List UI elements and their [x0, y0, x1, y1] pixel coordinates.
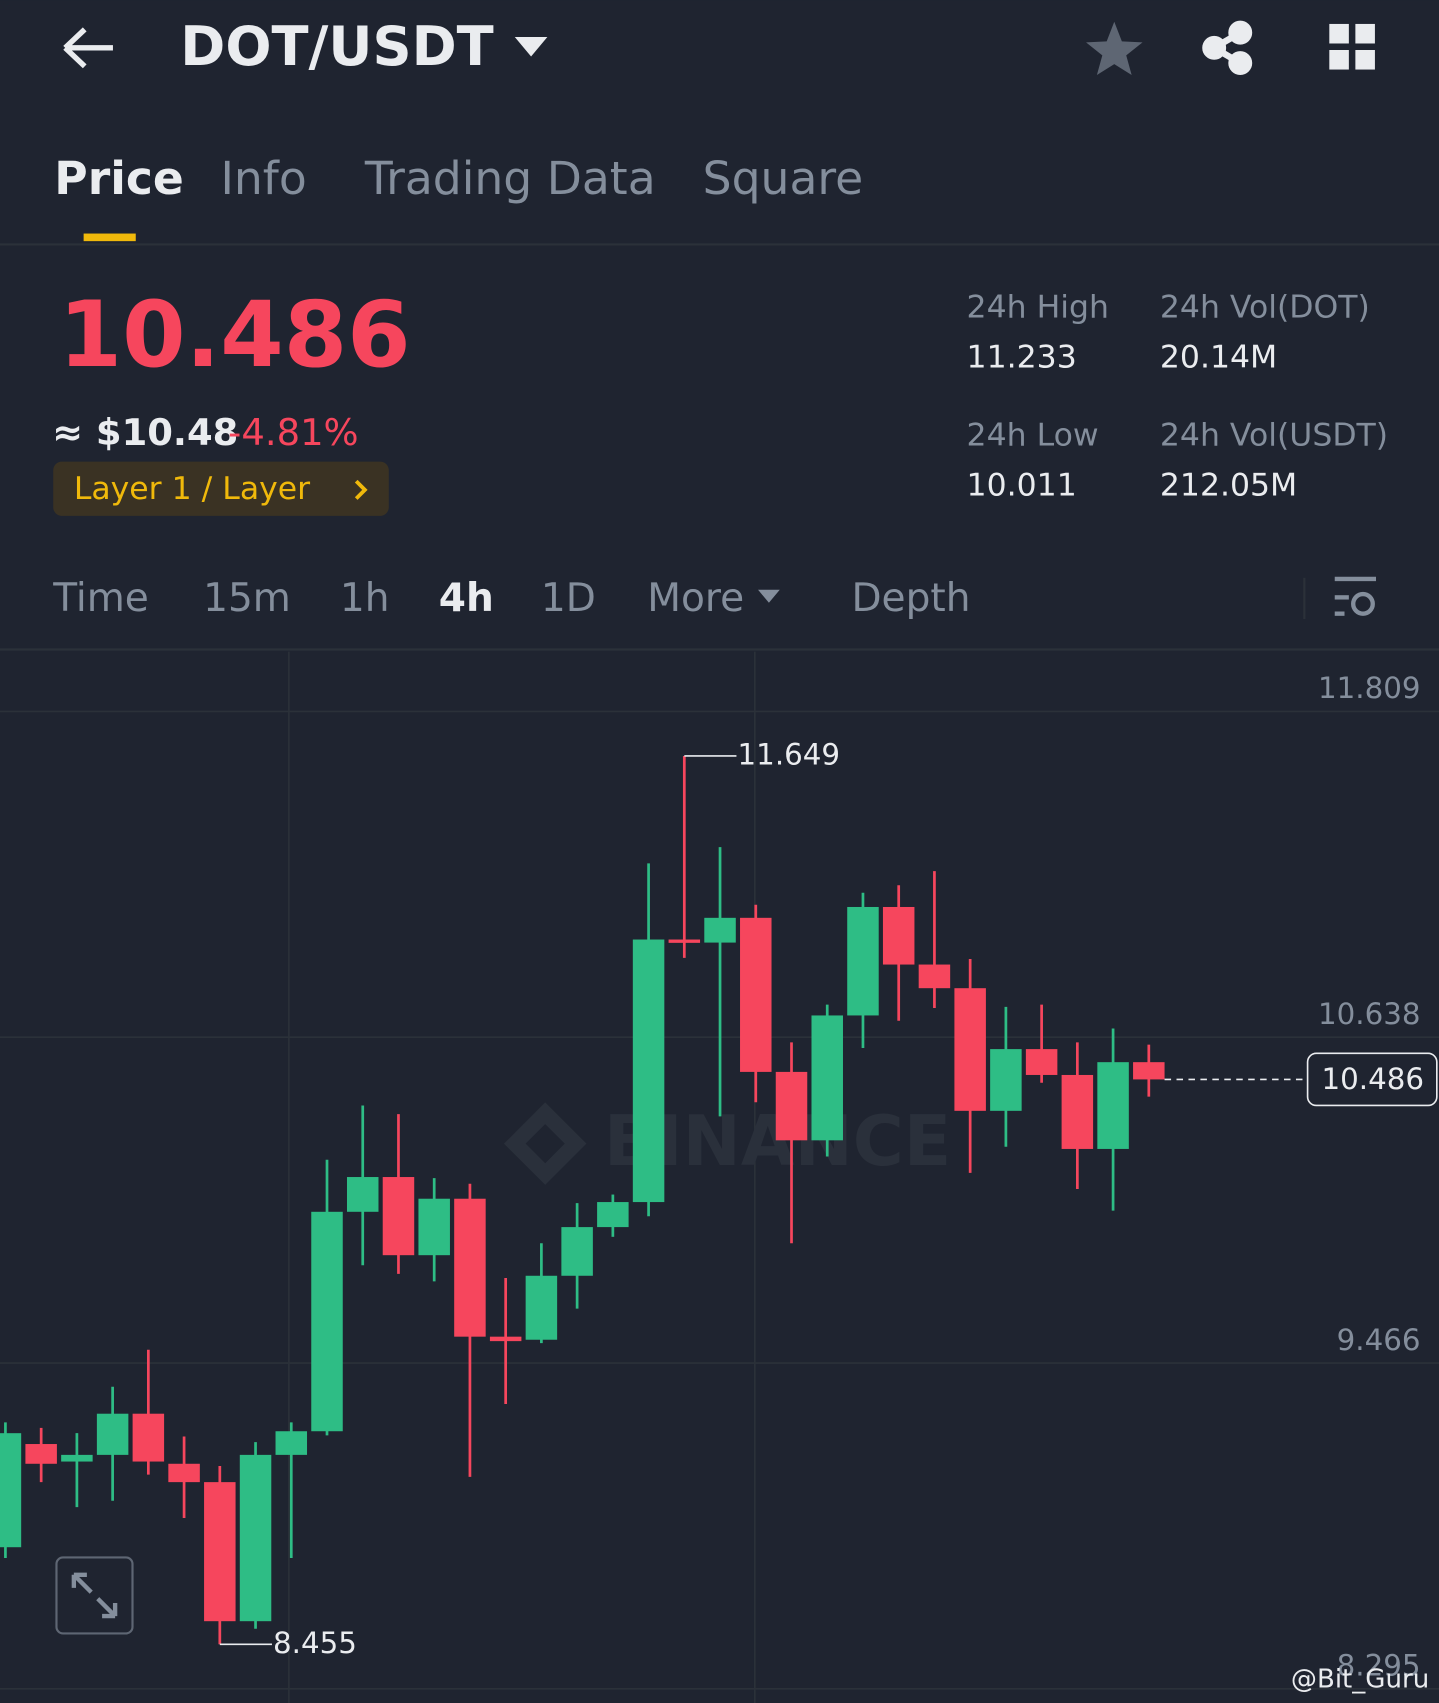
stat-label: 24h High: [967, 289, 1109, 325]
candle-body: [311, 1211, 343, 1432]
stat-label: 24h Vol(USDT): [1160, 418, 1388, 454]
interval-tab[interactable]: Time: [52, 576, 149, 621]
candle-body: [597, 1202, 629, 1228]
interval-tab[interactable]: 4h: [439, 576, 494, 621]
tab-indicator: [83, 233, 136, 242]
candle-body: [168, 1463, 200, 1483]
y-tick-label: 10.638: [1318, 997, 1421, 1031]
candle-body: [204, 1482, 236, 1622]
candle-body: [1133, 1062, 1165, 1080]
credit: @Bit_Guru: [1291, 1665, 1429, 1695]
candle-body: [1025, 1049, 1058, 1075]
candle-body: [525, 1275, 558, 1340]
candle-body: [96, 1413, 129, 1455]
tag-chevron[interactable]: [354, 479, 368, 500]
stat-value: 20.14M: [1160, 339, 1277, 375]
interval-tab[interactable]: More: [647, 576, 744, 621]
usd-price: ≈ $10.48: [52, 411, 238, 454]
candle-body: [1061, 1074, 1094, 1149]
candle-body: [954, 988, 986, 1111]
expand-icon[interactable]: [71, 1572, 118, 1619]
candle-body: [0, 1433, 22, 1548]
stat-value: 11.233: [967, 339, 1077, 375]
tab[interactable]: Trading Data: [364, 152, 656, 205]
candle-body: [1097, 1062, 1129, 1149]
back-button[interactable]: [63, 27, 113, 69]
last-price-box: [1306, 1052, 1438, 1107]
tab[interactable]: Square: [703, 152, 864, 205]
candle-body: [775, 1071, 808, 1141]
candle-body: [561, 1227, 593, 1276]
candle-body: [704, 917, 736, 943]
candle-body: [382, 1177, 415, 1256]
candle-body: [632, 939, 665, 1203]
interval-tab[interactable]: 15m: [203, 576, 291, 621]
candle-body: [668, 939, 701, 943]
stat-value: 212.05M: [1160, 468, 1297, 504]
candle-body: [346, 1177, 379, 1212]
stat-label: 24h Vol(DOT): [1160, 289, 1370, 325]
candle-body: [275, 1431, 308, 1455]
more-caret[interactable]: [758, 589, 780, 603]
share-icon[interactable]: [1202, 20, 1253, 75]
candle-body: [847, 906, 879, 1016]
candle-body: [990, 1049, 1022, 1111]
last-price-label: 10.486: [1321, 1062, 1424, 1096]
candle-body: [489, 1336, 522, 1342]
tab[interactable]: Info: [220, 152, 306, 205]
last-price: 10.486: [59, 281, 411, 388]
candle-body: [454, 1198, 486, 1337]
candles: 11.809 10.638 9.466 8.295 11.649 8.455 10.486: [0, 671, 1439, 1690]
stat-label: 24h Low: [967, 418, 1099, 454]
interval-tab[interactable]: 1h: [340, 576, 390, 621]
annotation-label: 8.455: [273, 1626, 357, 1660]
candle-body: [239, 1454, 272, 1622]
candle-body: [918, 964, 951, 989]
pair-title[interactable]: DOT/USDT: [180, 15, 493, 78]
candle-body: [132, 1413, 165, 1462]
favorite-icon[interactable]: [1086, 21, 1143, 75]
expand-button[interactable]: [55, 1556, 134, 1635]
interval-tab[interactable]: Depth: [851, 576, 970, 621]
y-tick-label: 11.809: [1318, 671, 1421, 705]
y-tick-label: 9.466: [1337, 1323, 1421, 1357]
chart-settings-icon[interactable]: [1334, 576, 1377, 616]
candle-body: [61, 1454, 93, 1462]
interval-tab[interactable]: 1D: [541, 576, 596, 621]
candle-body: [811, 1015, 843, 1141]
candle-body: [740, 917, 772, 1072]
annotation-label: 11.649: [738, 737, 841, 771]
pair-caret[interactable]: [514, 36, 548, 57]
candle-body: [882, 906, 915, 965]
price-change: -4.81%: [228, 411, 359, 454]
tag-label[interactable]: Layer 1 / Layer: [74, 471, 310, 507]
menu-icon[interactable]: [1329, 23, 1375, 70]
tab[interactable]: Price: [54, 152, 184, 205]
y-tick-label: 8.295: [1337, 1649, 1421, 1683]
candle-body: [25, 1444, 57, 1464]
tag-chip[interactable]: [53, 461, 389, 516]
stat-value: 10.011: [967, 468, 1077, 504]
candle-body: [418, 1198, 450, 1256]
